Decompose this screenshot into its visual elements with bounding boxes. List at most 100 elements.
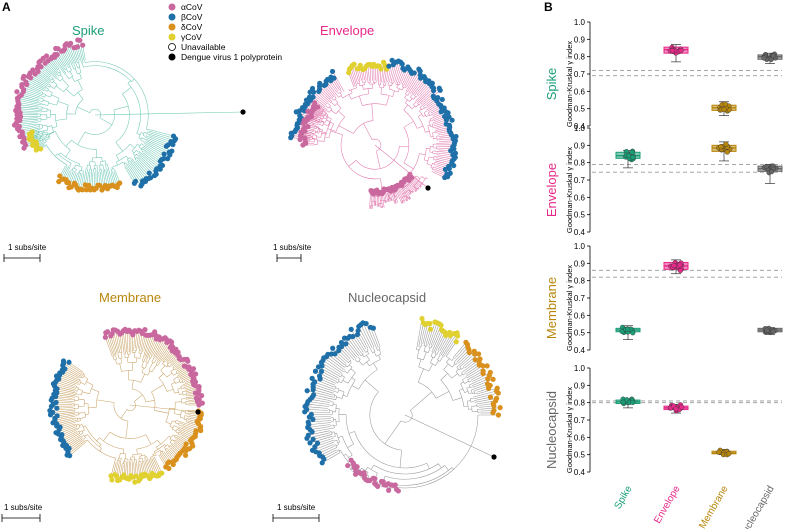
- tree-branches: [293, 62, 454, 209]
- tip-marker: [54, 413, 60, 419]
- tip-marker: [305, 108, 311, 115]
- data-point: [764, 327, 770, 333]
- tip-marker: [330, 345, 336, 351]
- y-tick-label: 1.0: [574, 18, 586, 27]
- boxplot-panel-spike: 0.4 0.5 0.6 0.7 0.8 0.9 1.0: [574, 18, 783, 131]
- y-tick-label: 0.8: [574, 53, 586, 62]
- tip-marker: [386, 487, 392, 493]
- tip-marker: [66, 185, 72, 191]
- tip-marker: [196, 402, 202, 408]
- y-axis-label-spike: Goodman-Kruskal γ index: [565, 41, 574, 128]
- tip-marker: [309, 85, 316, 92]
- tip-marker: [57, 173, 63, 179]
- outgroup-branch: [129, 404, 199, 413]
- y-tick-label: 0.9: [574, 141, 586, 150]
- tip-marker: [495, 390, 501, 396]
- y-tick-label: 0.7: [574, 416, 586, 425]
- scale-label-spike: 1 subs/site: [8, 243, 47, 252]
- data-point: [716, 449, 722, 455]
- y-tick-label: 0.7: [574, 294, 586, 303]
- tip-marker: [304, 388, 310, 394]
- data-point: [721, 106, 727, 112]
- data-point: [770, 53, 776, 59]
- tip-marker: [348, 326, 354, 332]
- data-point: [723, 141, 729, 147]
- tip-marker: [109, 477, 115, 483]
- tip-marker: [182, 452, 189, 458]
- data-point: [620, 399, 626, 405]
- y-tick-label: 0.9: [574, 259, 586, 268]
- y-tick-label: 0.7: [574, 70, 586, 79]
- tip-marker: [339, 343, 345, 350]
- legend-label-alpha: αCoV: [181, 2, 203, 12]
- data-point: [678, 47, 684, 54]
- tip-marker: [38, 146, 44, 152]
- tip-marker: [411, 70, 417, 76]
- outgroup-branch: [374, 144, 429, 189]
- box-membrane: [711, 141, 737, 162]
- y-tick-label: 0.5: [574, 105, 586, 114]
- tip-marker: [355, 328, 361, 334]
- tip-marker: [472, 357, 478, 363]
- tip-marker: [29, 129, 35, 135]
- box-spike: [615, 396, 641, 409]
- x-label-membrane: Membrane: [697, 484, 731, 529]
- tip-marker: [448, 148, 454, 154]
- tip-marker: [297, 113, 303, 119]
- x-label-nucleocapsid: Nucleocapsid: [737, 484, 777, 529]
- tip-marker: [80, 42, 86, 48]
- tip-marker: [170, 141, 176, 148]
- box-nucleocapsid: [757, 325, 783, 336]
- tip-marker: [401, 67, 408, 73]
- tip-marker: [161, 151, 167, 157]
- row-label-spike: Spike: [544, 68, 559, 101]
- legend-swatch-beta: [168, 13, 176, 21]
- row-label-nucleocapsid: Nucleocapsid: [544, 391, 559, 469]
- tip-marker: [487, 394, 494, 400]
- y-tick-label: 0.8: [574, 399, 586, 408]
- tip-marker: [54, 405, 60, 411]
- tip-marker: [455, 333, 461, 339]
- tip-marker: [389, 57, 395, 63]
- tree-title-spike: Spike: [72, 23, 105, 38]
- tip-marker: [485, 376, 491, 382]
- y-tick-label: 0.5: [574, 329, 586, 338]
- tip-marker: [354, 331, 361, 338]
- tip-marker: [102, 334, 108, 340]
- tip-marker: [54, 52, 60, 58]
- tip-marker: [17, 110, 23, 116]
- tip-marker: [446, 165, 452, 172]
- y-axis-label-nucleocapsid: Goodman-Kruskal γ index: [565, 387, 574, 474]
- tip-marker: [472, 351, 478, 357]
- tip-marker: [443, 117, 449, 123]
- data-point: [630, 154, 636, 160]
- tip-marker: [316, 373, 323, 379]
- tip-marker: [310, 436, 316, 442]
- tip-marker: [449, 117, 455, 123]
- tip-marker: [351, 61, 357, 67]
- tip-marker: [485, 385, 492, 392]
- tip-marker: [438, 109, 444, 115]
- tip-marker: [29, 142, 36, 148]
- tip-marker: [74, 44, 81, 50]
- tip-marker: [131, 180, 137, 186]
- boxplot-panel-membrane: 0.4 0.5 0.6 0.7 0.8 0.9 1.0: [574, 242, 783, 355]
- tip-marker: [312, 379, 318, 385]
- tip-marker: [348, 457, 354, 463]
- y-tick-label: 0.6: [574, 87, 586, 96]
- y-tick-label: 0.5: [574, 211, 586, 220]
- legend-swatch-dengue: [168, 53, 176, 61]
- tip-marker: [427, 326, 434, 332]
- tip-marker: [53, 430, 59, 436]
- tip-marker: [480, 363, 486, 369]
- tip-marker: [372, 480, 378, 487]
- data-point: [769, 168, 775, 175]
- y-tick-label: 0.9: [574, 381, 586, 390]
- tip-marker: [108, 473, 114, 479]
- tip-marker: [142, 327, 148, 333]
- tip-marker: [132, 479, 138, 485]
- legend-label-dengue: Dengue virus 1 polyprotein: [181, 52, 282, 62]
- box-spike: [615, 148, 641, 169]
- data-point: [763, 163, 769, 170]
- tip-marker: [53, 399, 59, 406]
